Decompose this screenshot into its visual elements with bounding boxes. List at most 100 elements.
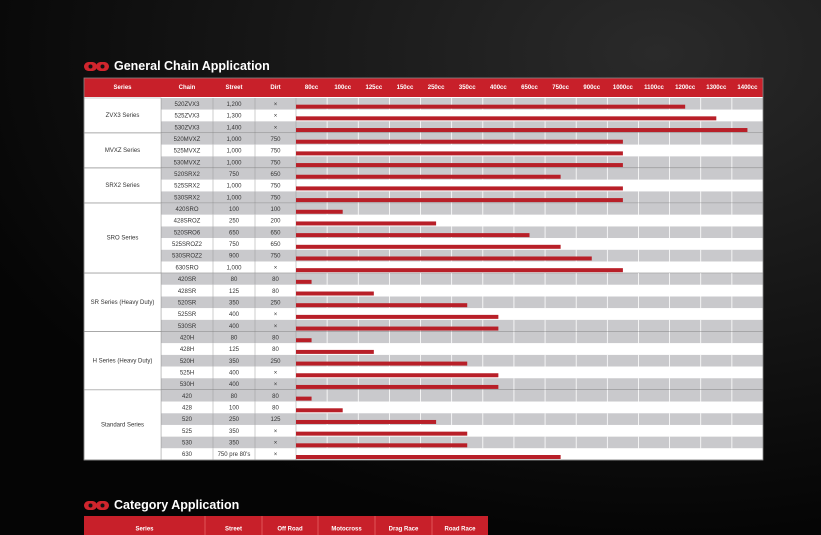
cc-header: 1200cc bbox=[675, 85, 696, 91]
street-bar bbox=[296, 186, 623, 191]
cell-dirt: × bbox=[274, 429, 278, 435]
row-bg bbox=[161, 366, 763, 379]
column-header: Motocross bbox=[331, 527, 362, 533]
street-bar bbox=[296, 419, 437, 424]
cell-dirt: 750 bbox=[270, 160, 281, 166]
series-cell bbox=[83, 389, 162, 461]
cell-chain: 520 bbox=[182, 417, 193, 423]
cell-chain: 525H bbox=[180, 370, 194, 376]
cell-chain: 530H bbox=[180, 382, 194, 388]
cell-dirt: 80 bbox=[272, 277, 279, 283]
cell-chain: 530SRX2 bbox=[174, 195, 200, 201]
cell-street: 1,000 bbox=[226, 184, 242, 190]
row-bg bbox=[161, 424, 763, 437]
cell-street: 900 bbox=[229, 254, 240, 260]
row-bg bbox=[161, 296, 763, 309]
street-bar bbox=[296, 338, 312, 343]
cell-dirt: 80 bbox=[272, 406, 279, 412]
cell-street: 1,000 bbox=[226, 160, 242, 166]
cell-street: 650 bbox=[229, 230, 240, 236]
cc-header: 125cc bbox=[365, 85, 382, 91]
street-bar bbox=[296, 455, 561, 459]
series-name: H Series (Heavy Duty) bbox=[93, 358, 153, 364]
cell-dirt: 80 bbox=[272, 394, 279, 400]
series-cell bbox=[83, 167, 162, 204]
row-bg bbox=[161, 448, 763, 460]
cell-chain: 525ZVX3 bbox=[174, 114, 200, 120]
cell-dirt: 650 bbox=[270, 230, 281, 236]
section-title: Category Application bbox=[114, 498, 239, 512]
cell-chain: 420SRO bbox=[175, 207, 198, 213]
cell-dirt: × bbox=[274, 114, 278, 120]
row-bg bbox=[161, 343, 763, 355]
cell-dirt: 650 bbox=[270, 242, 281, 248]
cell-street: 80 bbox=[231, 394, 238, 400]
row-bg bbox=[161, 133, 763, 145]
series-name: SR Series (Heavy Duty) bbox=[91, 300, 155, 306]
cell-street: 400 bbox=[229, 324, 240, 330]
row-bg bbox=[161, 319, 763, 332]
row-bg bbox=[161, 284, 763, 297]
cell-street: 400 bbox=[229, 312, 240, 318]
cell-street: 350 bbox=[229, 441, 240, 447]
series-cell bbox=[83, 331, 162, 391]
cell-street: 1,000 bbox=[226, 265, 242, 271]
cc-header: 100cc bbox=[334, 85, 351, 91]
row-bg bbox=[161, 389, 763, 402]
cell-dirt: 750 bbox=[270, 195, 281, 201]
cell-chain: 520MVXZ bbox=[174, 137, 201, 143]
cc-header: 1300cc bbox=[706, 85, 727, 91]
cell-chain: 530ZVX3 bbox=[174, 125, 200, 131]
series-cell bbox=[83, 272, 162, 332]
cell-chain: 520H bbox=[180, 359, 194, 365]
column-header: Chain bbox=[179, 85, 196, 91]
cell-chain: 525SRX2 bbox=[174, 184, 200, 190]
street-bar bbox=[296, 233, 530, 238]
cc-header: 150cc bbox=[397, 85, 414, 91]
cell-chain: 525 bbox=[182, 429, 193, 435]
row-bg bbox=[161, 109, 763, 122]
street-bar bbox=[296, 373, 499, 378]
street-bar bbox=[296, 326, 499, 331]
series-name: MVXZ Series bbox=[105, 148, 140, 154]
column-header: Series bbox=[135, 527, 154, 533]
chain-icon bbox=[84, 501, 109, 510]
cell-chain: 530 bbox=[182, 441, 193, 447]
cell-dirt: × bbox=[274, 265, 278, 271]
row-bg bbox=[161, 413, 763, 425]
street-bar bbox=[296, 174, 561, 179]
column-header: Street bbox=[225, 527, 242, 533]
cell-chain: 630SRO bbox=[175, 265, 198, 271]
row-bg bbox=[161, 378, 763, 390]
cell-street: 100 bbox=[229, 406, 240, 412]
cc-header: 750cc bbox=[552, 85, 569, 91]
cell-dirt: 250 bbox=[270, 300, 281, 306]
cell-dirt: 80 bbox=[272, 335, 279, 341]
cell-street: 750 bbox=[229, 172, 240, 178]
street-bar bbox=[296, 431, 468, 436]
cc-header: 400cc bbox=[490, 85, 507, 91]
cell-chain: 520SR bbox=[178, 300, 197, 306]
cell-street: 750 pre 80's bbox=[218, 452, 251, 458]
series-name: Standard Series bbox=[101, 423, 144, 429]
cc-header: 1000cc bbox=[613, 85, 634, 91]
row-bg bbox=[161, 179, 763, 192]
cell-chain: 428SR bbox=[178, 289, 197, 295]
row-bg bbox=[161, 203, 763, 215]
cell-chain: 530SR bbox=[178, 324, 197, 330]
cell-street: 125 bbox=[229, 347, 240, 353]
street-bar bbox=[296, 209, 343, 214]
chain-icon bbox=[84, 62, 109, 71]
row-bg bbox=[161, 308, 763, 320]
street-bar bbox=[296, 139, 623, 144]
cell-street: 250 bbox=[229, 417, 240, 423]
cc-header: 900cc bbox=[583, 85, 600, 91]
cell-dirt: 80 bbox=[272, 289, 279, 295]
cell-chain: 630 bbox=[182, 452, 193, 458]
row-bg bbox=[161, 273, 763, 285]
street-bar bbox=[296, 279, 312, 284]
cell-chain: 525MVXZ bbox=[174, 149, 201, 155]
row-bg bbox=[161, 249, 763, 262]
table-border bbox=[83, 77, 764, 461]
cell-dirt: 200 bbox=[270, 219, 281, 225]
